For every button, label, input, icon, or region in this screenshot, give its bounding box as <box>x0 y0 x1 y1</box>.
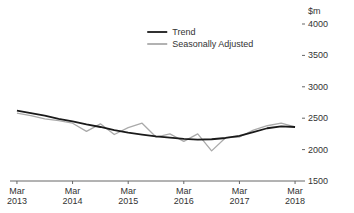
x-tick-label: Mar2013 <box>7 186 27 206</box>
legend-label: Trend <box>172 27 195 37</box>
x-axis-line <box>10 181 302 182</box>
y-tick-label: 3500 <box>308 50 328 60</box>
x-tick-label: Mar2017 <box>229 186 249 206</box>
x-tick <box>183 181 184 184</box>
x-tick <box>295 181 296 184</box>
legend-swatch <box>147 43 167 45</box>
y-tick <box>302 149 305 150</box>
x-axis: Mar2013 Mar2014 Mar2015 Mar2016 Mar2017 Mar20… <box>7 181 305 206</box>
y-tick-label: 1500 <box>308 176 328 186</box>
y-tick-label: 4000 <box>308 19 328 29</box>
y-tick <box>302 55 305 56</box>
legend-swatch <box>147 31 167 33</box>
y-tick-label: 2000 <box>308 145 328 155</box>
series-line <box>17 111 295 140</box>
x-tick-label: Mar2014 <box>63 186 83 206</box>
y-tick-label: 2500 <box>308 113 328 123</box>
x-tick-label: Mar2018 <box>285 186 305 206</box>
y-tick <box>302 24 305 25</box>
x-tick <box>72 181 73 184</box>
chart: Mar2013 Mar2014 Mar2015 Mar2016 Mar2017 Mar20… <box>0 0 354 213</box>
x-tick <box>128 181 129 184</box>
x-tick-label: Mar2016 <box>174 186 194 206</box>
legend-label: Seasonally Adjusted <box>172 39 253 49</box>
x-tick-label: Mar2015 <box>118 186 138 206</box>
plot-area <box>17 111 295 151</box>
y-tick-label: 3000 <box>308 82 328 92</box>
y-tick <box>302 118 305 119</box>
legend: Trend Seasonally Adjusted <box>147 27 253 49</box>
y-axis: 1500 2000 2500 3000 3500 4000 <box>302 19 328 186</box>
y-tick <box>302 181 305 182</box>
x-tick <box>239 181 240 184</box>
y-tick <box>302 86 305 87</box>
x-tick <box>16 181 17 184</box>
y-axis-label: $m <box>308 6 321 16</box>
